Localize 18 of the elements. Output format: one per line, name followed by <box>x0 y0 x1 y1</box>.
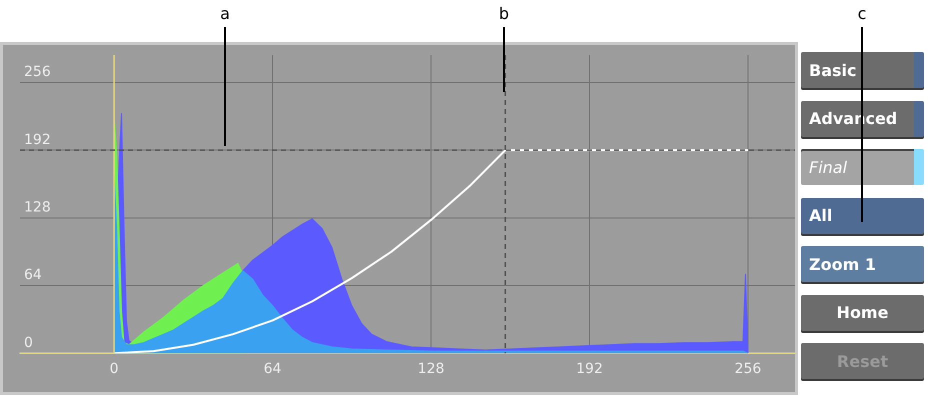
text: Final <box>801 149 924 185</box>
x-tick-label: 192 <box>576 361 603 378</box>
text: Basic <box>801 52 924 88</box>
text: Zoom 1 <box>801 246 924 282</box>
y-tick-label: 64 <box>24 267 42 284</box>
y-tick-label: 192 <box>24 132 51 148</box>
y-tick-label: 0 <box>24 334 33 351</box>
text: b <box>498 4 510 23</box>
x-tick-label: 128 <box>418 361 444 378</box>
x-tick-label: 0 <box>110 361 119 378</box>
text: a <box>219 4 231 23</box>
text: All <box>801 198 924 234</box>
x-tick-label: 256 <box>734 361 762 378</box>
text: Home <box>801 294 924 330</box>
x-tick-label: 64 <box>264 361 282 378</box>
text: c <box>856 4 868 23</box>
y-tick-label: 256 <box>24 64 51 80</box>
y-tick-label: 128 <box>24 199 51 216</box>
